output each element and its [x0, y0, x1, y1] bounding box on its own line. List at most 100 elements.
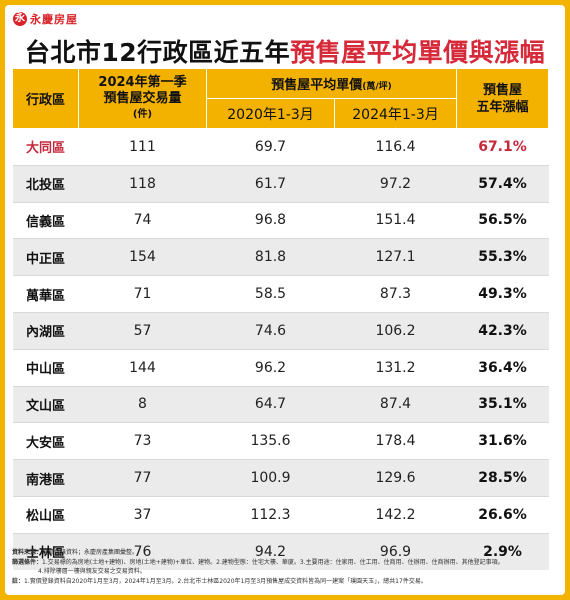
cell-price-2020: 94.2: [206, 532, 335, 571]
cell-price-2020: 61.7: [206, 164, 335, 203]
table-row: 內湖區 57 74.6 106.2 42.3%: [12, 311, 549, 350]
header-avg-price: 預售屋平均單價(萬/坪): [206, 68, 457, 99]
cell-district: 大安區: [12, 422, 79, 460]
header-avg-price-unit: (萬/坪): [362, 82, 392, 92]
cell-price-2020: 112.3: [206, 495, 335, 534]
cell-rise: 55.3%: [456, 238, 549, 276]
table-row: 中山區 144 96.2 131.2 36.4%: [12, 348, 549, 387]
table-row: 北投區 118 61.7 97.2 57.4%: [12, 164, 549, 203]
brand-name: 永慶房屋: [30, 13, 78, 26]
cell-price-2020: 64.7: [206, 385, 335, 423]
table-row: 萬華區 71 58.5 87.3 49.3%: [12, 275, 549, 313]
note-source: 資料來源：實價登錄資料；永慶房產集團彙整。: [12, 548, 552, 558]
cell-district: 信義區: [12, 201, 79, 239]
cell-price-2020: 81.8: [206, 238, 335, 276]
cell-volume: 8: [78, 385, 207, 423]
table-row: 松山區 37 112.3 142.2 26.6%: [12, 495, 549, 534]
note-filter-label: 篩選條件：: [12, 558, 43, 566]
cell-district: 文山區: [12, 385, 79, 423]
note-filter: 篩選條件：1.交易標的為房地(土地+建物)、房地(土地+建物)+車位、建物。2.…: [12, 558, 552, 568]
table-row: 南港區 77 100.9 129.6 28.5%: [12, 459, 549, 497]
note-source-label: 資料來源：: [12, 549, 43, 556]
cell-rise: 2.9%: [456, 532, 549, 571]
cell-district: 內湖區: [12, 311, 79, 350]
page-title: 台北市12行政區近五年預售屋平均單價與漲幅: [5, 33, 565, 69]
cell-rise: 35.1%: [456, 385, 549, 423]
cell-volume: 111: [78, 128, 207, 166]
cell-price-2024: 87.3: [334, 275, 457, 313]
cell-price-2020: 96.8: [206, 201, 335, 239]
cell-price-2024: 131.2: [334, 348, 457, 387]
cell-price-2024: 97.2: [334, 164, 457, 203]
note-filter-2: 4.排除樓層一樓與親友交易之交易資料。: [38, 568, 146, 575]
cell-volume: 154: [78, 238, 207, 276]
cell-rise: 56.5%: [456, 201, 549, 239]
cell-price-2024: 106.2: [334, 311, 457, 350]
header-district: 行政區: [12, 68, 79, 129]
cell-district: 松山區: [12, 495, 79, 534]
cell-price-2020: 96.2: [206, 348, 335, 387]
header-volume-line2: 預售屋交易量: [103, 90, 182, 106]
cell-price-2020: 100.9: [206, 459, 335, 497]
table-row: 大同區 111 69.7 116.4 67.1%: [12, 128, 549, 166]
note-remark-label: 註：: [12, 577, 25, 585]
header-volume-line1: 2024年第一季: [98, 74, 187, 90]
cell-price-2024: 127.1: [334, 238, 457, 276]
cell-volume: 144: [78, 348, 207, 387]
cell-price-2024: 142.2: [334, 495, 457, 534]
cell-volume: 73: [78, 422, 207, 460]
note-remark-text: 1.實價登錄資料自2020年1月至3月，2024年1月至3月。2.台北市士林區2…: [24, 577, 427, 585]
cell-volume: 71: [78, 275, 207, 313]
table-row: 士林區 76 94.2 96.9 2.9%: [12, 532, 549, 571]
header-2024: 2024年1-3月: [334, 98, 457, 129]
cell-price-2024: 129.6: [334, 459, 457, 497]
header-2020: 2020年1-3月: [206, 98, 335, 129]
table-row: 中正區 154 81.8 127.1 55.3%: [12, 238, 549, 276]
cell-rise: 57.4%: [456, 164, 549, 203]
cell-district: 中正區: [12, 238, 79, 276]
cell-volume: 118: [78, 164, 207, 203]
cell-price-2020: 69.7: [206, 128, 335, 166]
table-row: 信義區 74 96.8 151.4 56.5%: [12, 201, 549, 239]
cell-district: 南港區: [12, 459, 79, 497]
cell-rise: 67.1%: [456, 128, 549, 166]
title-part-1: 台北市12行政區近五年: [24, 38, 291, 67]
cell-price-2020: 135.6: [206, 422, 335, 460]
cell-district: 萬華區: [12, 275, 79, 313]
cell-rise: 31.6%: [456, 422, 549, 460]
note-remark: 註：1.實價登錄資料自2020年1月至3月，2024年1月至3月。2.台北市士林…: [12, 577, 552, 587]
cell-price-2024: 178.4: [334, 422, 457, 460]
cell-rise: 42.3%: [456, 311, 549, 350]
cell-rise: 36.4%: [456, 348, 549, 387]
cell-district: 大同區: [12, 128, 79, 166]
brand-logo: 永 永慶房屋: [13, 11, 78, 27]
header-avg-price-label: 預售屋平均單價: [271, 78, 363, 93]
cell-volume: 37: [78, 495, 207, 534]
cell-price-2024: 151.4: [334, 201, 457, 239]
cell-price-2024: 96.9: [334, 532, 457, 571]
cell-rise: 49.3%: [456, 275, 549, 313]
cell-volume: 77: [78, 459, 207, 497]
header-rise-line1: 預售屋: [482, 82, 522, 98]
title-part-2: 預售屋平均單價與漲幅: [290, 38, 546, 67]
cell-price-2020: 74.6: [206, 311, 335, 350]
note-filter-text-1: 1.交易標的為房地(土地+建物)、房地(土地+建物)+車位、建物。2.建物型態：…: [42, 558, 504, 566]
note-source-text: 實價登錄資料；永慶房產集團彙整。: [42, 549, 139, 556]
cell-district: 士林區: [12, 532, 79, 571]
cell-volume: 74: [78, 201, 207, 239]
header-rise-line2: 五年漲幅: [476, 99, 529, 115]
footnotes: 資料來源：實價登錄資料；永慶房產集團彙整。 篩選條件：1.交易標的為房地(土地+…: [12, 548, 552, 586]
cell-volume: 57: [78, 311, 207, 350]
header-rise: 預售屋 五年漲幅: [456, 68, 549, 129]
cell-price-2020: 58.5: [206, 275, 335, 313]
cell-rise: 28.5%: [456, 459, 549, 497]
cell-price-2024: 87.4: [334, 385, 457, 423]
table-row: 文山區 8 64.7 87.4 35.1%: [12, 385, 549, 423]
cell-rise: 26.6%: [456, 495, 549, 534]
brand-logo-icon: 永: [13, 12, 27, 26]
header-volume-unit: (件): [132, 108, 153, 120]
cell-volume: 76: [78, 532, 207, 571]
cell-district: 中山區: [12, 348, 79, 387]
header-volume: 2024年第一季 預售屋交易量 (件): [78, 68, 207, 129]
cell-district: 北投區: [12, 164, 79, 203]
